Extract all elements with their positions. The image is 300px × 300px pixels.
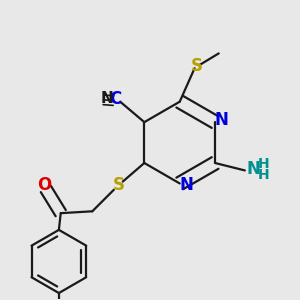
Text: N: N	[247, 160, 261, 178]
Text: S: S	[112, 176, 124, 194]
Text: N: N	[100, 91, 113, 106]
Text: O: O	[37, 176, 51, 194]
Text: N: N	[215, 111, 229, 129]
Text: C: C	[110, 90, 122, 108]
Text: S: S	[190, 57, 202, 75]
Text: H: H	[258, 157, 269, 171]
Text: N: N	[179, 176, 193, 194]
Text: H: H	[258, 168, 269, 182]
